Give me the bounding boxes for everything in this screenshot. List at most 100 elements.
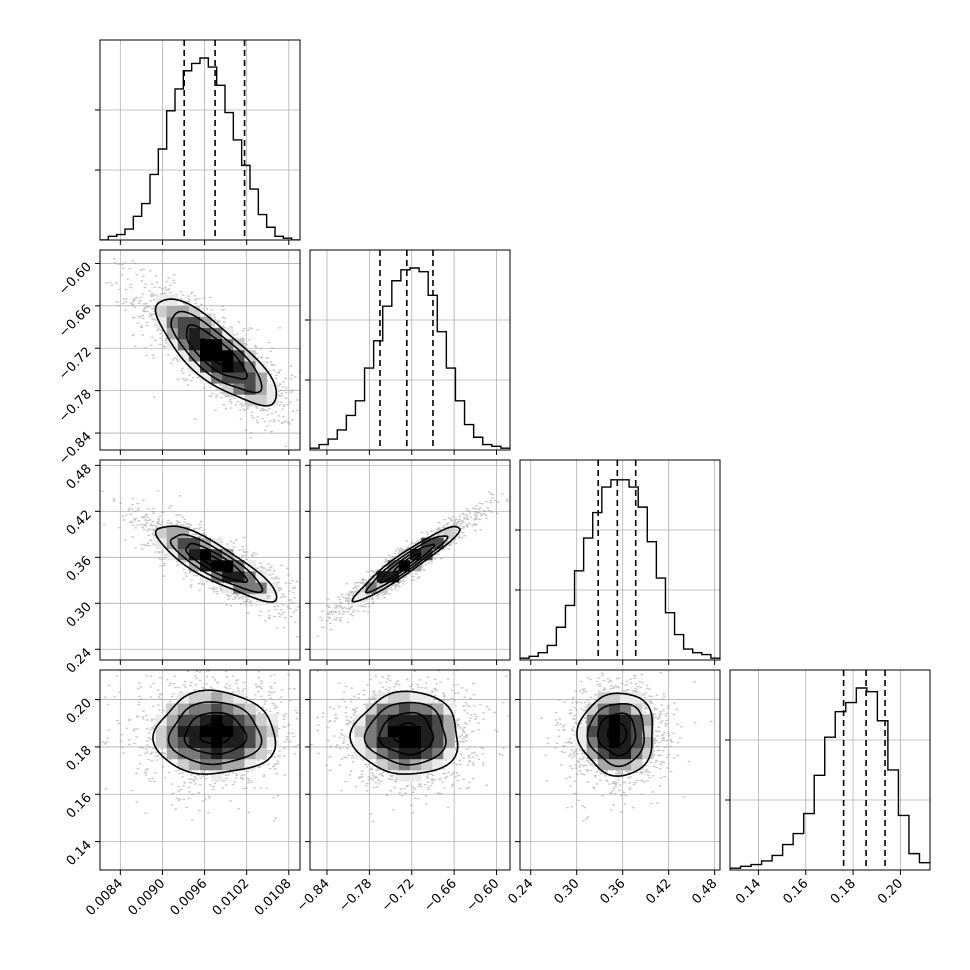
density-cell [365, 736, 377, 749]
density-cell [222, 361, 234, 373]
y-tick-label: −0.60 [56, 260, 95, 299]
density-cell [631, 714, 643, 726]
density-cell [631, 736, 643, 749]
density-cell [166, 714, 179, 726]
density-cell [421, 736, 433, 749]
density-cell [387, 714, 400, 726]
density-cell [233, 361, 245, 373]
density-cell [255, 714, 267, 726]
density-cell [376, 582, 389, 594]
x-tick-label: 0.0102 [210, 876, 253, 919]
density-cell [597, 725, 610, 737]
density-cell [608, 725, 621, 737]
density-cell [631, 758, 643, 771]
density-cell [222, 692, 234, 704]
density-cell [188, 758, 201, 771]
density-cell [398, 560, 411, 572]
density-cell [398, 714, 411, 726]
density-cell [188, 703, 201, 715]
density-cell [211, 571, 223, 583]
density-cell [421, 537, 433, 550]
density-cell [365, 582, 377, 594]
density-cell [432, 537, 444, 550]
density-cell [188, 350, 201, 362]
y-tick-label: −0.84 [56, 429, 95, 468]
contour-0 [199, 722, 232, 745]
panel-frame [99, 249, 301, 451]
density-cell [575, 725, 587, 737]
density-cell [398, 736, 411, 749]
density-cell [233, 338, 245, 351]
x-tick-label: −0.84 [294, 876, 333, 915]
density-cell [211, 350, 223, 362]
density-cell [233, 758, 245, 771]
density-cell [244, 736, 256, 749]
y-tick-label: 0.16 [64, 790, 95, 821]
contour-1 [185, 542, 249, 584]
density-cell [244, 703, 256, 715]
y-tick-label: −0.78 [56, 387, 95, 426]
density-cell [200, 714, 212, 726]
density-cell [586, 703, 599, 715]
density-cell [365, 747, 377, 760]
x-tick-label: 0.42 [643, 876, 674, 907]
density-cell [166, 316, 179, 329]
density-cell [200, 548, 212, 561]
x-tick-label: 0.48 [689, 876, 720, 907]
panel-3-2 [520, 670, 720, 870]
density-cell [354, 714, 366, 726]
density-cell [387, 692, 400, 704]
density-cell [387, 747, 400, 760]
density-cell [233, 350, 245, 362]
density-cell [421, 725, 433, 737]
histogram-1 [310, 267, 510, 450]
density-cell [443, 747, 455, 760]
density-cell [244, 394, 256, 406]
density-cell [177, 350, 190, 362]
density-cell [188, 736, 201, 749]
x-tick-label: 0.0084 [83, 876, 126, 919]
density-cell [255, 593, 267, 605]
density-cell [155, 526, 167, 539]
density-cell [620, 714, 632, 726]
density-cell [155, 725, 167, 737]
density-cell [255, 571, 267, 583]
density-cell [222, 725, 234, 737]
density-cell [222, 758, 234, 771]
x-tick-label: 0.0096 [168, 876, 211, 919]
density-cell [211, 361, 223, 373]
density-cell [443, 725, 455, 737]
density-cell [421, 747, 433, 760]
x-tick-label: 0.0090 [126, 876, 169, 919]
density-cell [211, 692, 223, 704]
density-cell [597, 747, 610, 760]
contour-3 [351, 525, 461, 603]
density-cell [211, 770, 223, 782]
density-cell [177, 714, 190, 726]
contour-2 [586, 703, 645, 768]
y-tick-label: 0.36 [64, 554, 95, 585]
density-cell [266, 725, 279, 737]
x-tick-label: 0.30 [551, 876, 582, 907]
density-cell [188, 361, 201, 373]
density-cell [244, 372, 256, 384]
density-cell [211, 372, 223, 384]
density-cell [166, 327, 179, 340]
panel-2-2 [520, 460, 720, 660]
panel-3-0 [100, 670, 300, 870]
y-tick-label: 0.42 [64, 508, 95, 539]
density-cell [387, 736, 400, 749]
y-tick-label: −0.72 [56, 344, 95, 383]
contour-2 [170, 310, 263, 394]
density-cell [597, 692, 610, 704]
density-cell [432, 758, 444, 771]
density-cell [597, 736, 610, 749]
density-cell [222, 571, 234, 583]
contour-2 [167, 701, 263, 766]
x-tick-label: 0.18 [828, 876, 859, 907]
panel-1-0 [100, 250, 300, 450]
density-cell [177, 338, 190, 351]
density-cell [177, 725, 190, 737]
x-tick-label: 0.0108 [252, 876, 295, 919]
